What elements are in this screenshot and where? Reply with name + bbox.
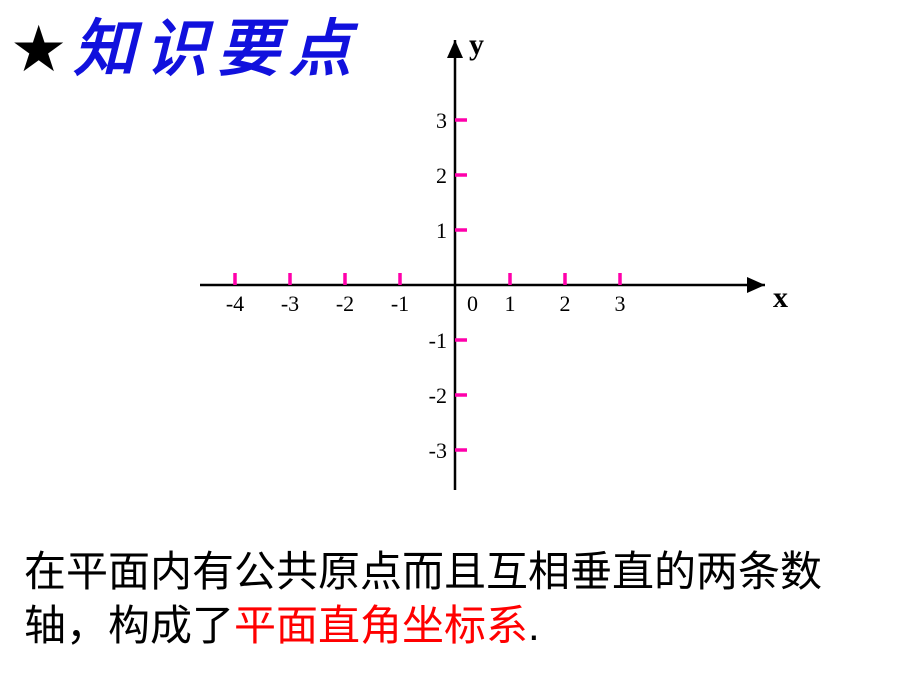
x-tick-label: 3 — [602, 291, 638, 317]
y-axis-label: y — [469, 28, 484, 62]
footer-post: . — [528, 602, 540, 649]
x-tick-label: -3 — [272, 291, 308, 317]
origin-label: 0 — [467, 291, 478, 317]
footer-highlight: 平面直角坐标系 — [234, 602, 528, 649]
y-tick-label: -1 — [411, 328, 447, 354]
x-tick-label: -2 — [327, 291, 363, 317]
y-tick-label: 1 — [411, 218, 447, 244]
y-tick-label: 3 — [411, 108, 447, 134]
coordinate-plane — [0, 0, 920, 520]
footer-text: 在平面内有公共原点而且互相垂直的两条数轴，构成了平面直角坐标系. — [24, 545, 896, 654]
slide-stage: ★ 知识要点 -4-3-2-1123-3-2-11230 y x 在平面内有公共… — [0, 0, 920, 690]
x-axis-label: x — [773, 281, 788, 315]
y-tick-label: -3 — [411, 438, 447, 464]
x-tick-label: 1 — [492, 291, 528, 317]
x-tick-label: -4 — [217, 291, 253, 317]
x-tick-label: 2 — [547, 291, 583, 317]
y-tick-label: -2 — [411, 383, 447, 409]
y-tick-label: 2 — [411, 163, 447, 189]
x-tick-label: -1 — [382, 291, 418, 317]
